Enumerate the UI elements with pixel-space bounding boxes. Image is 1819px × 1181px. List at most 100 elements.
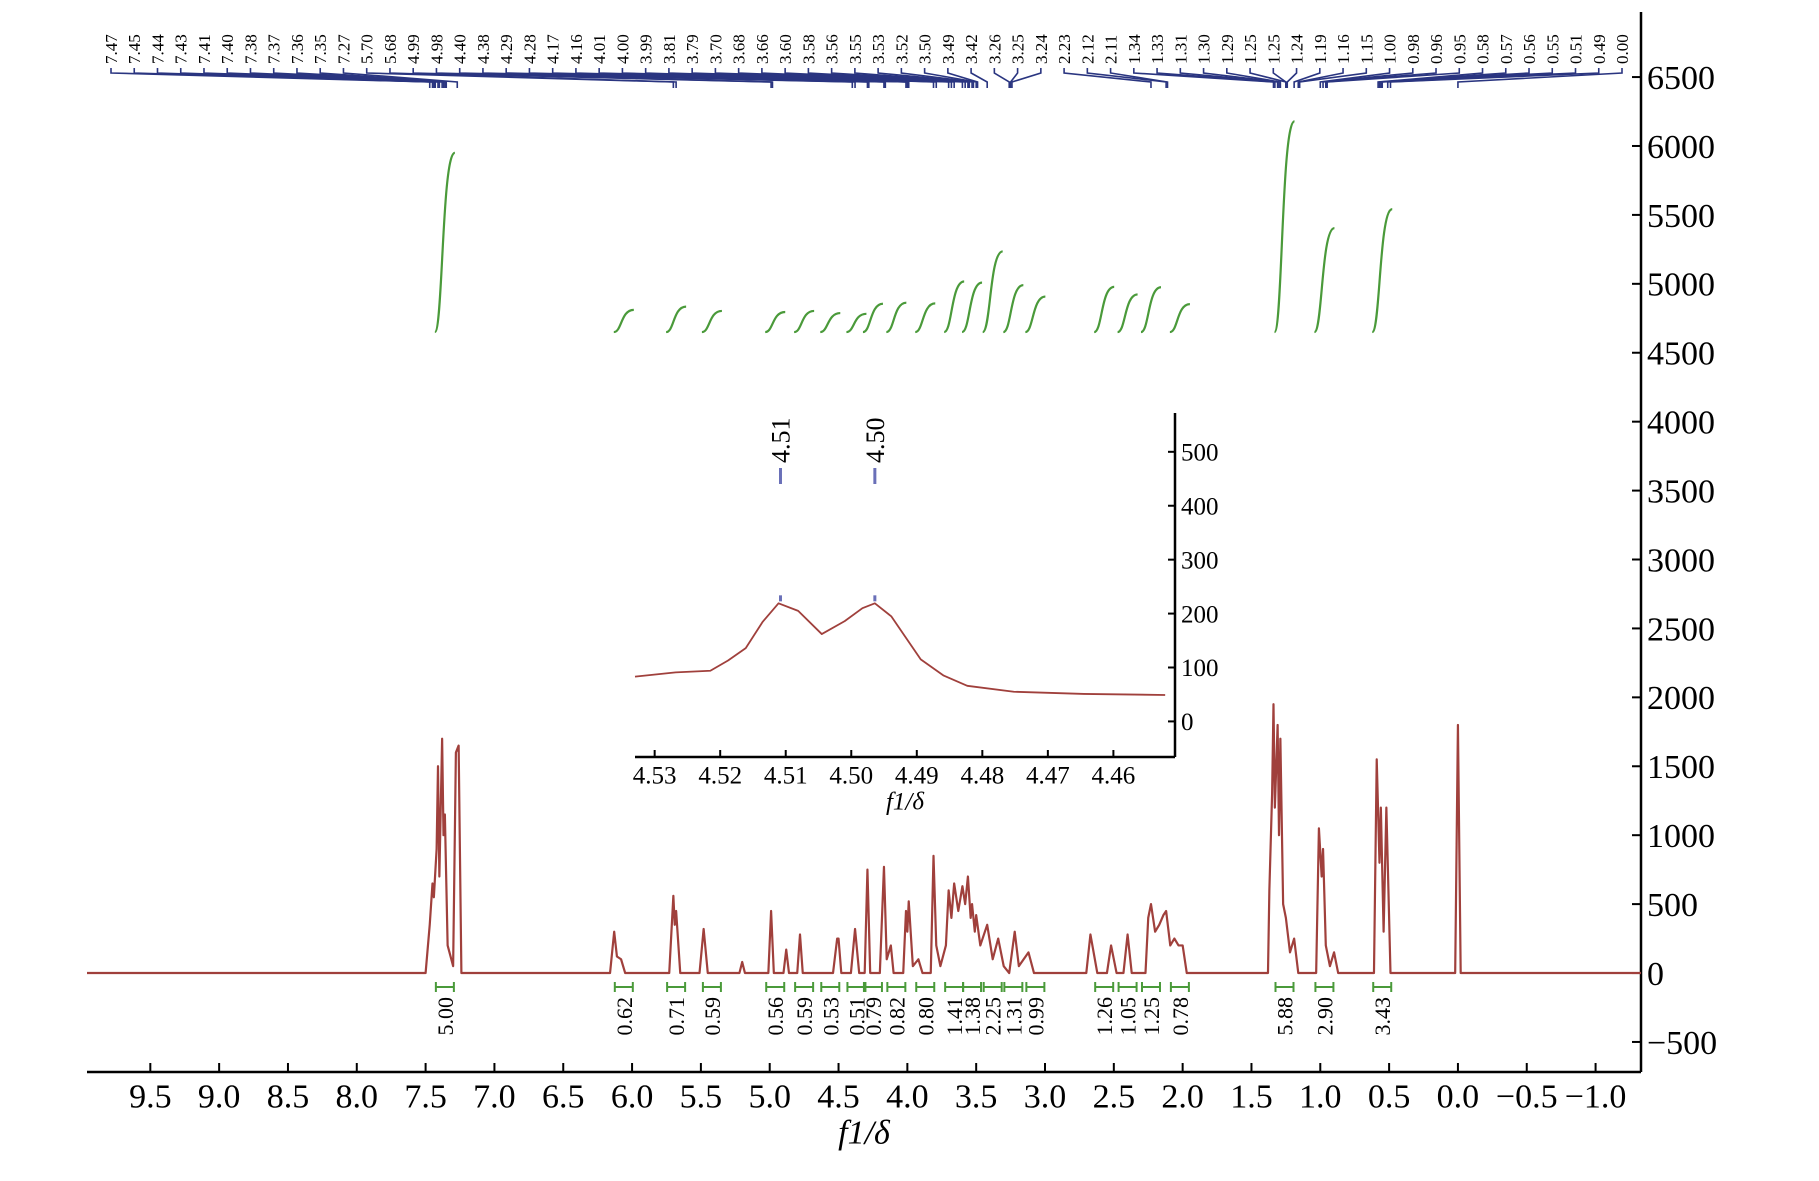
integral-curve: [819, 311, 841, 334]
peak-connector: [389, 68, 677, 88]
peak-label: 4.28: [520, 34, 539, 64]
integral-label: 0.59: [700, 997, 725, 1036]
integral-curve: [1093, 285, 1115, 334]
integral-label: 0.71: [664, 997, 689, 1036]
integral-label: 1.05: [1116, 997, 1141, 1036]
peak-label: 3.52: [892, 34, 911, 64]
y-tick-label: 500: [1181, 440, 1219, 467]
peak-label: 2.23: [1055, 34, 1074, 64]
x-axis-label: f1/δ: [838, 1114, 891, 1151]
peak-connector: [1319, 68, 1391, 88]
peak-connector: [900, 68, 975, 88]
integral-label: 0.80: [913, 997, 938, 1036]
integral-bracket: [886, 982, 907, 993]
peak-label: 7.44: [148, 34, 167, 64]
peak-label: 0.00: [1613, 34, 1632, 64]
integral-label: 0.51: [844, 997, 869, 1036]
integral-bracket: [765, 982, 786, 993]
integral-curve: [764, 310, 786, 334]
peak-label: 1.24: [1288, 34, 1307, 64]
peak-label: 3.81: [660, 34, 679, 64]
integral-bracket: [794, 982, 815, 993]
peak-connector: [435, 68, 774, 88]
integral-curve: [885, 301, 907, 334]
x-tick-label: 4.51: [764, 762, 808, 789]
x-tick-label: 4.0: [886, 1079, 929, 1116]
integral-curve: [1002, 284, 1024, 334]
integral-bracket: [820, 982, 841, 993]
y-tick-label: 400: [1181, 493, 1219, 520]
peak-label: 3.60: [776, 34, 795, 64]
peak-label: 0.98: [1404, 34, 1423, 64]
peak-label: 3.53: [869, 34, 888, 64]
integral-bracket: [944, 982, 965, 993]
peak-connector: [1086, 68, 1167, 88]
peak-label: 1.25: [1241, 34, 1260, 64]
peak-connector: [1298, 68, 1368, 88]
peak-label: 4.29: [497, 34, 516, 64]
peak-label: 3.68: [730, 34, 749, 64]
peak-label: 7.41: [195, 34, 214, 64]
x-tick-label: 4.5: [817, 1079, 860, 1116]
integral-bracket: [1372, 982, 1393, 993]
y-tick-label: 100: [1181, 655, 1219, 682]
y-tick-label: 0: [1647, 956, 1664, 993]
x-tick-label: 4.49: [895, 762, 939, 789]
peak-label: 3.49: [939, 34, 958, 64]
integral-curve: [1140, 286, 1162, 334]
integral-label: 5.00: [433, 997, 458, 1036]
y-tick-label: 2000: [1647, 680, 1715, 717]
peak-connector: [970, 68, 988, 88]
peak-connector: [644, 68, 910, 88]
integral-curve: [1169, 303, 1191, 334]
integral-curve: [665, 305, 687, 334]
peak-connector: [1272, 68, 1287, 88]
peak-connector: [1156, 68, 1276, 88]
x-tick-label: 8.0: [336, 1079, 379, 1116]
peak-connector: [1202, 68, 1280, 88]
y-tick-label: 5500: [1647, 198, 1715, 235]
integral-label: 1.26: [1092, 997, 1117, 1036]
integral-label: 5.88: [1273, 997, 1298, 1036]
x-tick-label: 4.48: [960, 762, 1004, 789]
peak-label: 0.58: [1474, 34, 1493, 64]
integral-curve: [613, 308, 635, 334]
peak-label: 3.56: [823, 34, 842, 64]
peak-label: 1.00: [1381, 34, 1400, 64]
y-tick-label: 1000: [1647, 818, 1715, 855]
integral-bracket: [846, 982, 867, 993]
peak-label: 1.25: [1264, 34, 1283, 64]
x-tick-label: 2.0: [1161, 1079, 1204, 1116]
integral-label: 0.59: [792, 997, 817, 1036]
x-tick-label: 5.5: [680, 1079, 723, 1116]
integral-curve: [862, 302, 884, 334]
y-tick-label: 2500: [1647, 611, 1715, 648]
peak-label: 7.40: [218, 34, 237, 64]
peak-label: 7.37: [265, 34, 284, 64]
peak-label: 4.98: [427, 34, 446, 64]
peak-label: 7.43: [172, 34, 191, 64]
peak-label: 3.70: [706, 34, 725, 64]
peak-label: 7.36: [288, 34, 307, 64]
integral-bracket: [1274, 982, 1295, 993]
peak-label: 0.49: [1590, 34, 1609, 64]
integral-label: 2.25: [981, 997, 1006, 1036]
integral-curve: [1117, 293, 1138, 334]
peak-label: 3.66: [753, 34, 772, 64]
integral-label: 1.38: [960, 997, 985, 1036]
peak-label: 4.50: [861, 418, 890, 464]
peak-connector: [1109, 68, 1169, 88]
integral-label: 1.31: [1001, 997, 1026, 1036]
integral-label: 0.78: [1168, 997, 1193, 1036]
peak-connector: [1389, 68, 1600, 88]
x-tick-label: 6.5: [542, 1079, 585, 1116]
peak-connector: [1063, 68, 1152, 88]
peak-connector: [1326, 68, 1461, 88]
y-tick-label: 5000: [1647, 267, 1715, 304]
peak-connector: [1011, 68, 1042, 88]
x-tick-label: −0.5: [1496, 1079, 1558, 1116]
integral-label: 1.25: [1139, 997, 1164, 1036]
integral-curve: [701, 309, 723, 334]
peak-label: 1.19: [1311, 34, 1330, 64]
peak-label: 3.99: [637, 34, 656, 64]
